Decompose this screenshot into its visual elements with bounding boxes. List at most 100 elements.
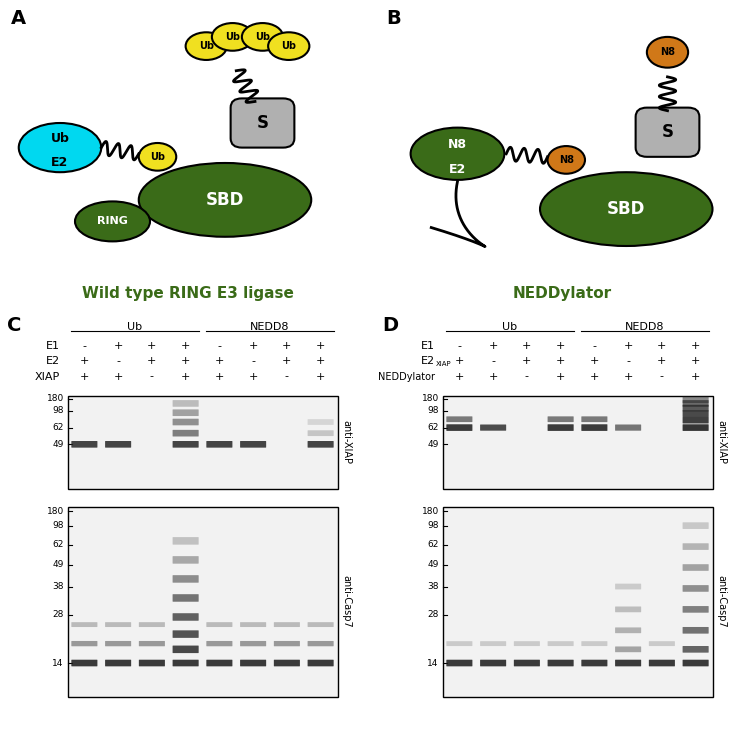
FancyBboxPatch shape [172, 410, 199, 416]
Text: +: + [691, 371, 700, 382]
Text: C: C [8, 316, 22, 335]
Text: +: + [623, 371, 633, 382]
Text: Ub: Ub [225, 32, 240, 42]
Text: 49: 49 [427, 440, 439, 448]
Text: RING: RING [97, 217, 128, 226]
FancyBboxPatch shape [231, 98, 294, 148]
FancyBboxPatch shape [308, 441, 334, 448]
Text: +: + [454, 356, 464, 367]
FancyBboxPatch shape [581, 660, 608, 666]
Text: +: + [181, 341, 190, 352]
FancyBboxPatch shape [105, 641, 131, 646]
FancyBboxPatch shape [240, 641, 266, 646]
Text: -: - [82, 341, 86, 352]
Text: +: + [316, 371, 326, 382]
Text: anti-XIAP: anti-XIAP [341, 421, 351, 464]
Text: +: + [691, 356, 700, 367]
FancyBboxPatch shape [71, 641, 98, 646]
Text: SBD: SBD [607, 200, 646, 218]
FancyBboxPatch shape [172, 400, 199, 406]
FancyBboxPatch shape [206, 660, 232, 666]
Ellipse shape [139, 163, 311, 237]
Text: +: + [522, 356, 532, 367]
Text: Wild type RING E3 ligase: Wild type RING E3 ligase [82, 286, 293, 302]
FancyBboxPatch shape [139, 660, 165, 666]
FancyBboxPatch shape [71, 441, 98, 448]
FancyBboxPatch shape [274, 660, 300, 666]
Text: NEDDylator: NEDDylator [378, 371, 435, 382]
Text: +: + [214, 371, 224, 382]
FancyBboxPatch shape [446, 416, 472, 422]
Text: Ub: Ub [199, 41, 214, 51]
Text: +: + [623, 341, 633, 352]
FancyBboxPatch shape [682, 627, 709, 634]
FancyBboxPatch shape [649, 660, 675, 666]
Ellipse shape [548, 146, 585, 174]
FancyBboxPatch shape [240, 622, 266, 627]
Text: 14: 14 [427, 658, 439, 668]
FancyBboxPatch shape [682, 585, 709, 592]
Ellipse shape [540, 172, 712, 246]
Text: +: + [590, 356, 599, 367]
Text: 98: 98 [53, 521, 64, 530]
FancyBboxPatch shape [615, 660, 641, 666]
Text: anti-Casp7: anti-Casp7 [341, 575, 351, 628]
Ellipse shape [75, 202, 150, 242]
Ellipse shape [211, 23, 253, 51]
FancyBboxPatch shape [682, 564, 709, 571]
FancyBboxPatch shape [548, 416, 574, 422]
Text: +: + [556, 356, 566, 367]
Text: N8: N8 [448, 138, 467, 151]
Text: +: + [556, 341, 566, 352]
Text: E2: E2 [448, 163, 466, 176]
Text: XIAP: XIAP [34, 371, 60, 382]
Text: 28: 28 [53, 610, 64, 620]
FancyBboxPatch shape [308, 430, 334, 436]
Text: +: + [80, 371, 89, 382]
FancyBboxPatch shape [240, 660, 266, 666]
FancyBboxPatch shape [682, 606, 709, 613]
FancyBboxPatch shape [446, 424, 472, 431]
FancyBboxPatch shape [240, 441, 266, 448]
Text: -: - [217, 341, 221, 352]
Text: +: + [248, 371, 258, 382]
Text: 62: 62 [53, 540, 64, 549]
Text: N8: N8 [559, 155, 574, 165]
FancyBboxPatch shape [649, 641, 675, 646]
Text: 180: 180 [422, 394, 439, 404]
Text: 62: 62 [427, 423, 439, 432]
Ellipse shape [186, 32, 227, 60]
FancyBboxPatch shape [548, 641, 574, 646]
Text: anti-XIAP: anti-XIAP [716, 421, 726, 464]
Bar [68, 507, 338, 697]
FancyBboxPatch shape [682, 522, 709, 529]
FancyBboxPatch shape [105, 622, 131, 627]
FancyBboxPatch shape [139, 641, 165, 646]
Text: +: + [556, 371, 566, 382]
FancyBboxPatch shape [615, 584, 641, 590]
Text: +: + [590, 371, 599, 382]
Text: +: + [181, 356, 190, 367]
FancyBboxPatch shape [615, 424, 641, 430]
Text: E2: E2 [46, 356, 60, 367]
FancyBboxPatch shape [446, 641, 472, 646]
Text: 49: 49 [427, 560, 439, 569]
Text: E1: E1 [421, 341, 435, 352]
Text: B: B [386, 9, 401, 28]
Text: +: + [214, 356, 224, 367]
Text: A: A [11, 9, 26, 28]
Text: -: - [491, 356, 495, 367]
Ellipse shape [411, 128, 504, 180]
FancyBboxPatch shape [514, 641, 540, 646]
Text: 98: 98 [427, 521, 439, 530]
FancyBboxPatch shape [274, 622, 300, 627]
Text: 28: 28 [427, 610, 439, 620]
Text: +: + [113, 371, 123, 382]
FancyBboxPatch shape [682, 660, 709, 666]
FancyBboxPatch shape [615, 646, 641, 652]
Text: +: + [113, 341, 123, 352]
Text: +: + [454, 371, 464, 382]
FancyBboxPatch shape [581, 641, 608, 646]
FancyBboxPatch shape [514, 660, 540, 666]
FancyBboxPatch shape [682, 410, 709, 417]
